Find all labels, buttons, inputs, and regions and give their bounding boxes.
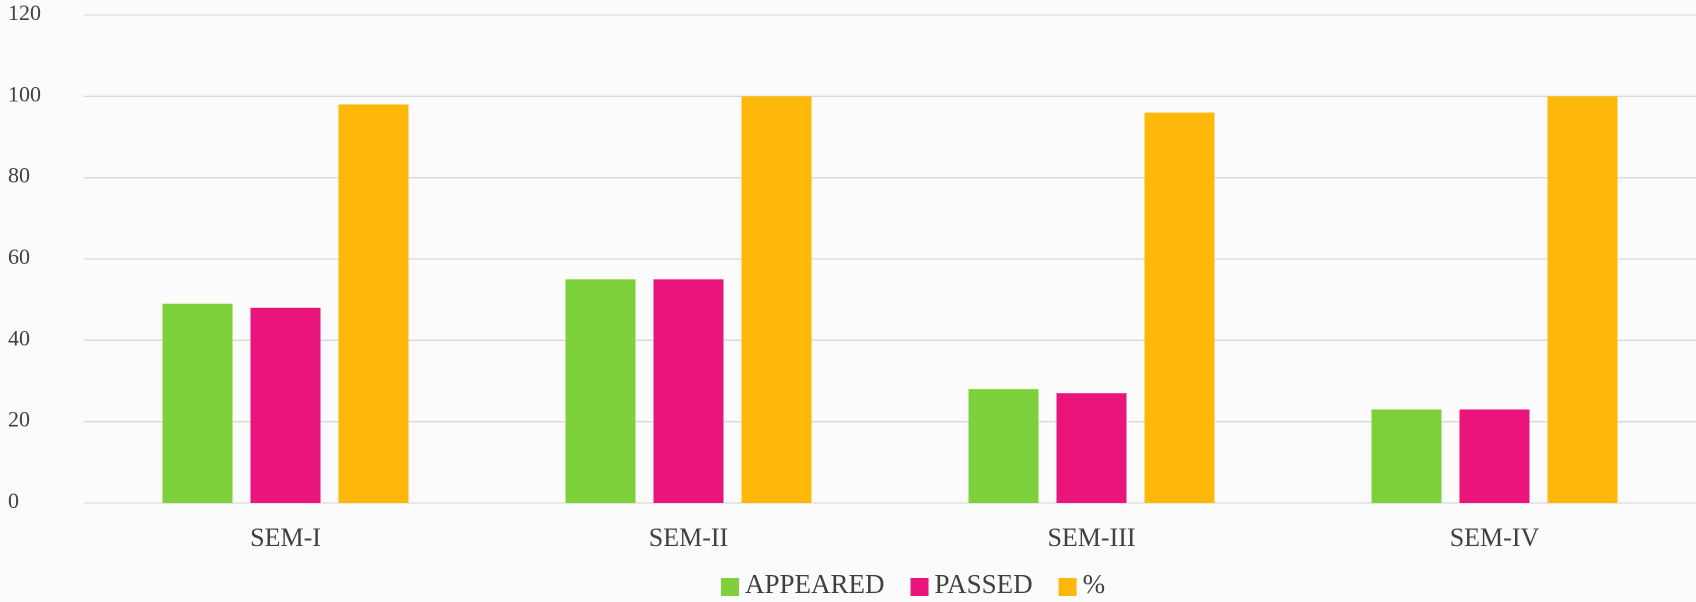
legend-label: % bbox=[1083, 569, 1106, 599]
bar bbox=[565, 279, 636, 503]
bar bbox=[1144, 112, 1215, 503]
y-tick-label: 100 bbox=[8, 81, 41, 106]
bar bbox=[653, 279, 724, 503]
legend-swatch bbox=[910, 578, 929, 596]
y-tick-label: 0 bbox=[8, 488, 19, 513]
x-tick-label: SEM-IV bbox=[1450, 523, 1540, 552]
x-tick-label: SEM-III bbox=[1047, 523, 1135, 552]
y-tick-label: 60 bbox=[8, 244, 30, 269]
legend-label: PASSED bbox=[935, 569, 1033, 599]
legend-label: APPEARED bbox=[745, 569, 885, 599]
bar bbox=[968, 389, 1039, 503]
y-tick-label: 80 bbox=[8, 163, 30, 188]
bar bbox=[741, 96, 812, 503]
y-tick-label: 120 bbox=[8, 0, 41, 25]
legend-swatch bbox=[1058, 578, 1077, 596]
bar bbox=[250, 307, 321, 503]
legend-swatch bbox=[721, 578, 739, 596]
y-tick-label: 20 bbox=[8, 407, 30, 432]
bar bbox=[1459, 409, 1530, 503]
x-tick-label: SEM-I bbox=[250, 523, 321, 552]
x-tick-label: SEM-II bbox=[649, 523, 728, 552]
bar bbox=[338, 104, 409, 503]
bar bbox=[162, 303, 233, 503]
bar bbox=[1547, 96, 1618, 503]
y-tick-label: 40 bbox=[8, 325, 30, 350]
bar bbox=[1371, 409, 1442, 503]
bar bbox=[1056, 393, 1127, 503]
